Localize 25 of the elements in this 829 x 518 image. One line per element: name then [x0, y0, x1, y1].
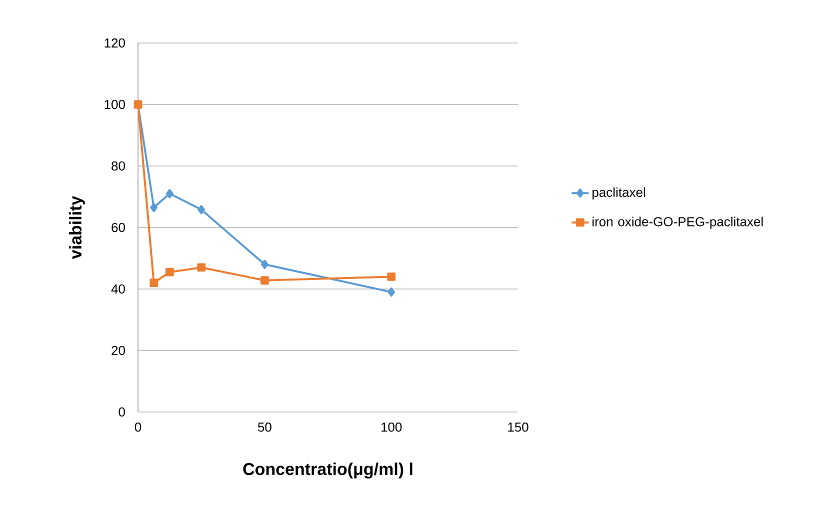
x-tick-label: 50 [258, 422, 272, 432]
y-tick-label: 60 [112, 222, 125, 232]
legend-label: paclitaxel [592, 187, 645, 200]
point [260, 276, 269, 285]
legend-label: iron oxide-GO-PEG-paclitaxel [592, 216, 763, 229]
y-axis-title: viability [69, 196, 85, 260]
x-tick-label: 100 [381, 422, 402, 432]
y-tick-label: 20 [112, 346, 125, 356]
point [198, 205, 206, 214]
y-tick-label: 120 [104, 38, 125, 48]
point [165, 268, 174, 276]
point [260, 260, 268, 269]
x-tick-label: 150 [508, 422, 528, 432]
point [166, 189, 174, 198]
y-tick-label: 0 [118, 407, 125, 417]
y-tick-label: 100 [104, 100, 125, 110]
point [150, 278, 158, 288]
y-tick-label: 40 [111, 284, 125, 294]
point [197, 263, 206, 272]
point [388, 287, 396, 297]
x-tick-label: 0 [134, 422, 142, 432]
y-tick-label: 80 [112, 161, 125, 171]
point [387, 272, 396, 281]
x-axis-title: Concentratio(μg/ml) l [243, 462, 412, 479]
point [150, 202, 158, 212]
